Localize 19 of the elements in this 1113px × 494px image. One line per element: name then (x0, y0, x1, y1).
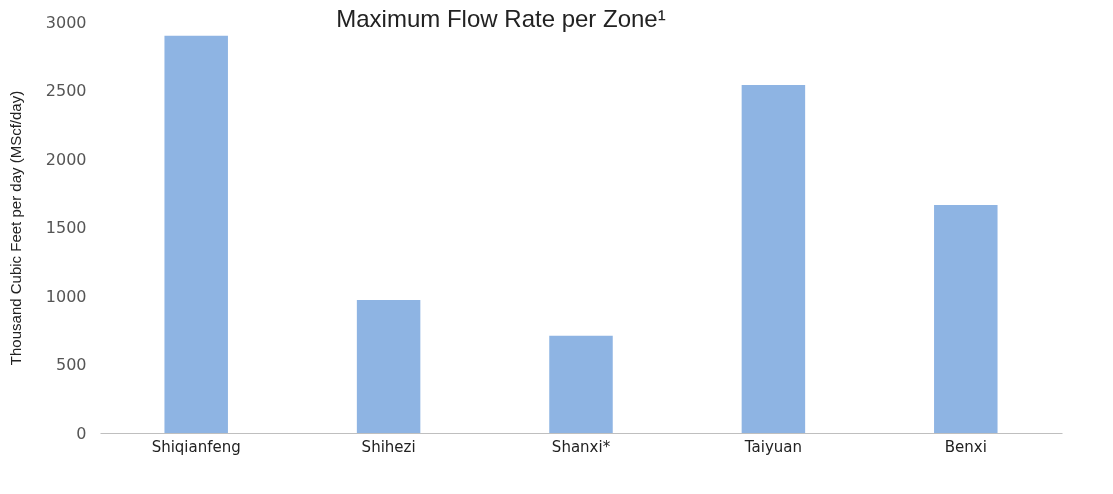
x-tick-label: Shihezi (361, 437, 416, 456)
y-tick-label: 1000 (45, 286, 87, 306)
y-axis-title: Thousand Cubic Feet per day (MScf/day) (6, 90, 24, 366)
y-tick-label: 3000 (45, 12, 87, 32)
bar (741, 85, 806, 433)
x-tick-label: Taiyuan (743, 437, 802, 456)
bar (549, 335, 613, 433)
y-tick-label: 2500 (45, 81, 87, 100)
bar (164, 35, 228, 433)
bar (356, 300, 421, 433)
x-tick-label: Shanxi* (551, 437, 611, 456)
y-tick-label: 500 (55, 355, 87, 374)
y-tick-label: 1500 (45, 218, 87, 237)
x-tick-label: Benxi (944, 437, 987, 456)
bar (934, 204, 998, 433)
y-tick-label: 2000 (45, 149, 87, 169)
chart-title: Maximum Flow Rate per Zone¹ (336, 5, 666, 32)
x-tick-label: Shiqianfeng (151, 437, 241, 456)
y-tick-label: 0 (76, 423, 87, 443)
